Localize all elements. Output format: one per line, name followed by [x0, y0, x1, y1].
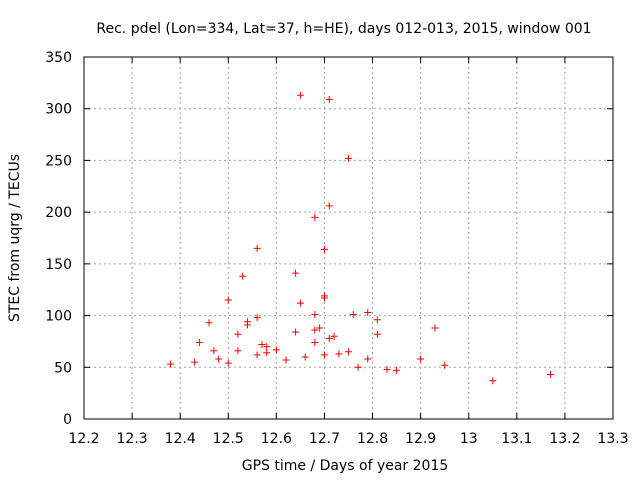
y-tick-label: 50	[54, 360, 72, 376]
data-point	[205, 319, 213, 327]
data-point	[546, 371, 554, 379]
y-tick-label: 100	[45, 309, 72, 325]
data-point	[239, 272, 247, 280]
data-point	[234, 347, 242, 355]
data-point	[311, 338, 319, 346]
data-point	[325, 334, 333, 342]
data-point	[431, 324, 439, 332]
data-point	[349, 311, 357, 319]
x-tick-label: 12.7	[309, 431, 340, 447]
data-point	[325, 202, 333, 210]
data-point	[311, 326, 319, 334]
data-point	[489, 377, 497, 385]
data-point	[441, 361, 449, 369]
data-point	[292, 328, 300, 336]
data-point	[253, 314, 261, 322]
data-point	[335, 350, 343, 358]
data-point	[417, 355, 425, 363]
data-point	[320, 294, 328, 302]
x-tick-label: 12.2	[68, 431, 99, 447]
y-axis-label: STEC from uqrg / TECUs	[7, 154, 23, 322]
data-point	[345, 348, 352, 356]
x-axis-label: GPS time / Days of year 2015	[242, 458, 449, 474]
data-point	[244, 321, 252, 329]
data-point	[325, 95, 333, 103]
data-point	[224, 296, 232, 304]
data-point	[320, 245, 328, 253]
data-point	[364, 355, 372, 363]
x-tick-label: 12.4	[165, 431, 196, 447]
data-point	[215, 355, 223, 363]
data-point	[253, 351, 261, 359]
x-tick-label: 12.8	[357, 431, 388, 447]
data-point	[393, 366, 401, 374]
data-point	[301, 353, 309, 361]
data-point	[330, 332, 338, 340]
data-point	[316, 324, 324, 332]
data-point	[292, 269, 300, 277]
data-point	[345, 154, 352, 162]
y-tick-label: 300	[45, 102, 72, 118]
y-tick-label: 200	[45, 205, 72, 221]
x-tick-label: 13.2	[549, 431, 580, 447]
x-tick-label: 12.6	[261, 431, 292, 447]
plot-frame	[83, 56, 614, 420]
x-tick-label: 13.3	[597, 431, 628, 447]
y-tick-label: 0	[63, 412, 72, 428]
chart-title: Rec. pdel (Lon=334, Lat=37, h=HE), days …	[96, 21, 591, 37]
data-points	[167, 91, 554, 385]
data-point	[373, 316, 381, 324]
data-point	[253, 244, 261, 252]
data-point	[191, 358, 199, 366]
tick-labels: 12.2 12.3 12.4 12.5 12.6 12.7 12.8 12.9 13 13.1 13…	[45, 50, 628, 447]
data-point	[354, 363, 362, 371]
data-point	[224, 359, 232, 367]
data-point	[311, 311, 319, 319]
data-point	[320, 351, 328, 359]
x-tick-label: 13	[460, 431, 478, 447]
data-point	[234, 330, 242, 338]
data-point	[296, 91, 304, 99]
data-point	[282, 356, 290, 364]
x-tick-label: 12.9	[405, 431, 436, 447]
data-point	[311, 213, 319, 221]
y-tick-label: 250	[45, 153, 72, 169]
data-point	[263, 343, 271, 351]
data-point	[296, 299, 304, 307]
data-point	[364, 308, 372, 316]
x-tick-label: 13.1	[501, 431, 532, 447]
y-tick-label: 350	[45, 50, 72, 66]
data-point	[195, 338, 203, 346]
data-point	[272, 346, 280, 354]
data-point	[263, 349, 271, 357]
data-point	[373, 330, 381, 338]
data-point	[167, 360, 175, 368]
y-tick-label: 150	[45, 257, 72, 273]
x-tick-label: 12.5	[213, 431, 244, 447]
axis-ticks	[83, 56, 614, 420]
data-point	[383, 365, 391, 373]
data-point	[210, 347, 218, 355]
data-point	[258, 341, 266, 349]
x-tick-label: 12.3	[117, 431, 148, 447]
grid-lines	[84, 57, 613, 419]
